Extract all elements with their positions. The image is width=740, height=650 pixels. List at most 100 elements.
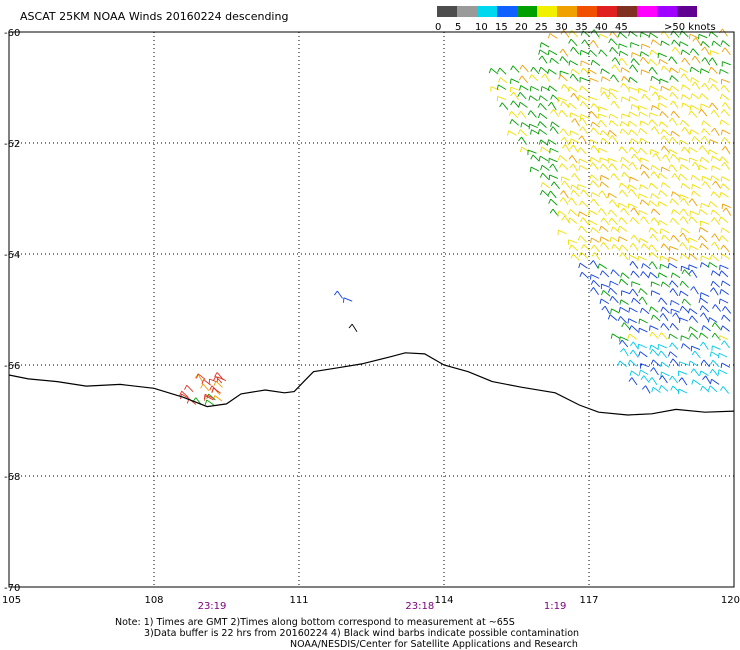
barb-flag (701, 128, 705, 134)
barb-shaft (600, 49, 608, 57)
barb-shaft (680, 173, 688, 181)
wind-barb (570, 184, 580, 191)
wind-barb (659, 78, 669, 84)
barb-flag (638, 328, 640, 334)
wind-barb (639, 164, 650, 171)
barb-flag (680, 208, 684, 213)
barb-shaft (652, 386, 661, 393)
barb-shaft (614, 64, 621, 73)
barb-shaft (658, 201, 668, 207)
barb-shaft (598, 106, 608, 111)
wind-barb (689, 33, 699, 40)
barb-shaft (549, 85, 558, 92)
barb-flag (691, 379, 694, 385)
barb-flag (669, 85, 673, 91)
barb-shaft (593, 287, 599, 296)
wind-barb (689, 48, 700, 56)
wind-barb (590, 127, 600, 135)
barb-shaft (645, 385, 651, 394)
barb-shaft (216, 372, 224, 380)
barb-flag (691, 190, 694, 196)
wind-barb (549, 208, 559, 217)
barb-flag (669, 358, 674, 364)
wind-barb (688, 315, 699, 323)
legend-swatch (437, 6, 457, 17)
barb-shaft (563, 30, 570, 38)
wind-barb (680, 197, 690, 206)
wind-barb (720, 253, 731, 260)
barb-shaft (591, 192, 601, 198)
barb-shaft (709, 261, 718, 268)
wind-barb (640, 375, 650, 384)
barb-flag (679, 242, 683, 247)
barb-flag (629, 217, 634, 222)
barb-flag (722, 207, 727, 212)
barb-shaft (662, 313, 669, 322)
barb-flag (581, 244, 585, 250)
barb-flag (590, 287, 594, 292)
barb-shaft (593, 244, 601, 253)
barb-flag (628, 77, 631, 83)
wind-barb (639, 120, 649, 126)
barb-flag (638, 193, 640, 199)
barb-flag (712, 304, 716, 309)
barb-shaft (684, 57, 691, 66)
wind-barb (490, 86, 500, 92)
barb-flag (679, 305, 683, 311)
barb-flag (638, 210, 640, 216)
barb-shaft (632, 341, 639, 350)
barb-flag (708, 201, 711, 207)
barb-flag (702, 375, 707, 380)
barb-shaft (581, 85, 589, 93)
barb-shaft (658, 102, 668, 108)
wind-barb (549, 126, 559, 135)
barb-shaft (622, 82, 630, 91)
barb-shaft (343, 297, 353, 302)
barb-flag (627, 203, 630, 209)
barb-flag (609, 47, 613, 52)
wind-barb (650, 75, 660, 82)
barb-flag (721, 314, 725, 320)
barb-flag (652, 152, 657, 158)
wind-barb (569, 144, 579, 153)
barb-shaft (619, 225, 628, 232)
legend: 0 5 10 15 20 25 30 35 40 45 >50 knots (435, 6, 716, 33)
barb-flag (499, 102, 503, 108)
wind-barb (601, 305, 610, 315)
barb-flag (540, 86, 543, 92)
time-label: 23:19 (198, 601, 227, 612)
y-tick-label: -66 (4, 361, 20, 372)
wind-barb (668, 164, 678, 172)
wind-barb (649, 149, 660, 155)
barb-shaft (612, 226, 621, 234)
barb-flag (600, 68, 603, 74)
barb-flag (688, 253, 691, 259)
barb-flag (681, 84, 684, 90)
wind-barb (701, 46, 710, 55)
barb-shaft (713, 40, 721, 47)
wind-barb (194, 374, 204, 383)
wind-barb (719, 289, 729, 295)
barb-flag (720, 85, 725, 90)
wind-barb (650, 359, 661, 367)
barb-flag (538, 67, 542, 73)
barb-flag (509, 119, 513, 125)
barb-flag (597, 120, 602, 125)
wind-barb (621, 172, 631, 179)
barb-flag (680, 197, 684, 203)
barb-shaft (692, 48, 700, 56)
barb-shaft (640, 184, 649, 190)
barb-flag (710, 175, 713, 181)
barb-shaft (700, 297, 709, 304)
barb-shaft (650, 306, 659, 313)
barb-shaft (682, 182, 691, 190)
wind-barb (657, 201, 668, 207)
barb-shaft (703, 325, 711, 332)
barb-flag (577, 235, 581, 241)
wind-barb (669, 217, 680, 225)
wind-barb (639, 184, 649, 190)
barb-shaft (532, 66, 540, 75)
barb-flag (659, 313, 664, 318)
barb-shaft (721, 176, 731, 182)
wind-barb (658, 59, 668, 65)
